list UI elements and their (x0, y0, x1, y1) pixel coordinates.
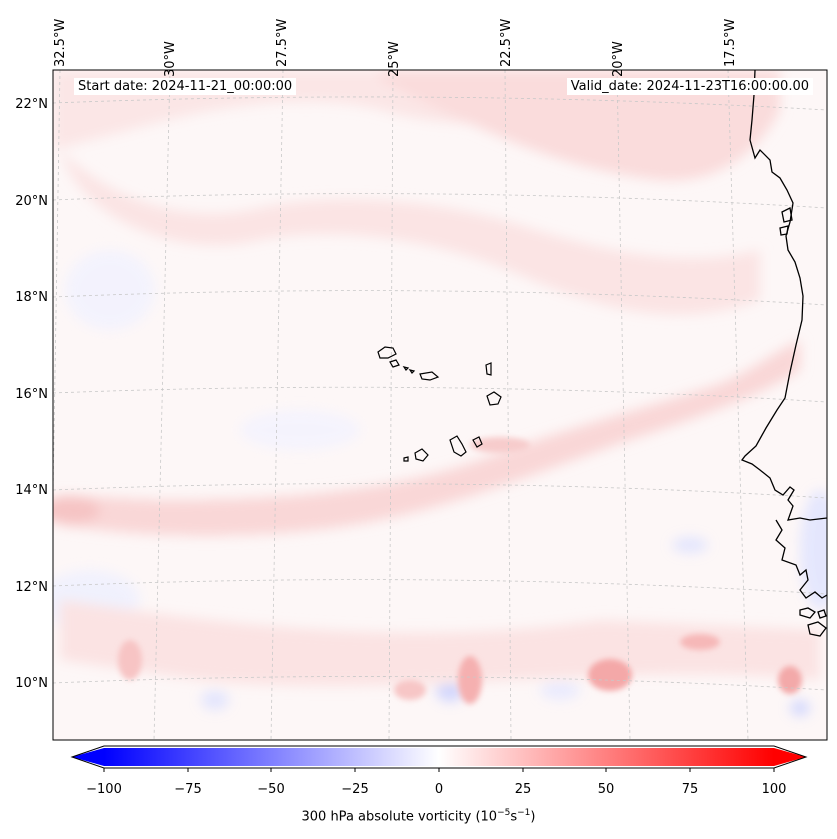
colorbar-label-unit: s (510, 809, 518, 825)
vorticity-negative-patches (53, 250, 827, 716)
lon-label: 17.5°W (723, 18, 738, 67)
cape-verde-islands (377, 346, 502, 462)
lat-label: 14°N (15, 483, 48, 498)
colorbar-tick-label: −50 (257, 782, 285, 797)
colorbar-label-exponent: −1 (517, 808, 531, 818)
lon-label: 32.5°W (53, 18, 68, 67)
lon-label: 22.5°W (499, 18, 514, 67)
lon-label: 20°W (611, 41, 626, 77)
colorbar-tick-label: −100 (86, 782, 122, 797)
colorbar-tick-label: 100 (761, 782, 787, 797)
map-border (52, 69, 828, 741)
vorticity-positive-cores (118, 437, 802, 704)
colorbar-tick-label: 75 (681, 782, 699, 797)
lat-label: 10°N (15, 676, 48, 691)
colorbar-label-exponent: −5 (497, 808, 511, 818)
lon-label: 30°W (163, 41, 178, 77)
lon-label: 27.5°W (275, 18, 290, 67)
colorbar (70, 745, 808, 772)
lat-label: 12°N (15, 580, 48, 595)
colorbar-label: 300 hPa absolute vorticity (10−5s−1) (0, 808, 837, 824)
map-area (53, 70, 827, 740)
colorbar-label-main: 300 hPa absolute vorticity (10 (301, 809, 498, 825)
lat-label: 18°N (15, 290, 48, 305)
start-date-label: Start date: 2024-11-21_00:00:00 (74, 78, 297, 95)
lat-label: 20°N (15, 194, 48, 209)
colorbar-tick-label: 0 (434, 782, 444, 797)
valid-date-label: Valid_date: 2024-11-23T16:00:00.00 (566, 78, 813, 95)
graticule (53, 70, 827, 740)
colorbar-tick-label: 50 (597, 782, 615, 797)
colorbar-tick-label: 25 (514, 782, 532, 797)
lat-label: 16°N (15, 387, 48, 402)
lon-label: 25°W (387, 41, 402, 77)
colorbar-tick-label: −25 (341, 782, 369, 797)
colorbar-label-end: ) (530, 809, 536, 825)
coastline (740, 70, 827, 637)
lat-label: 22°N (15, 97, 48, 112)
colorbar-tick-label: −75 (174, 782, 202, 797)
